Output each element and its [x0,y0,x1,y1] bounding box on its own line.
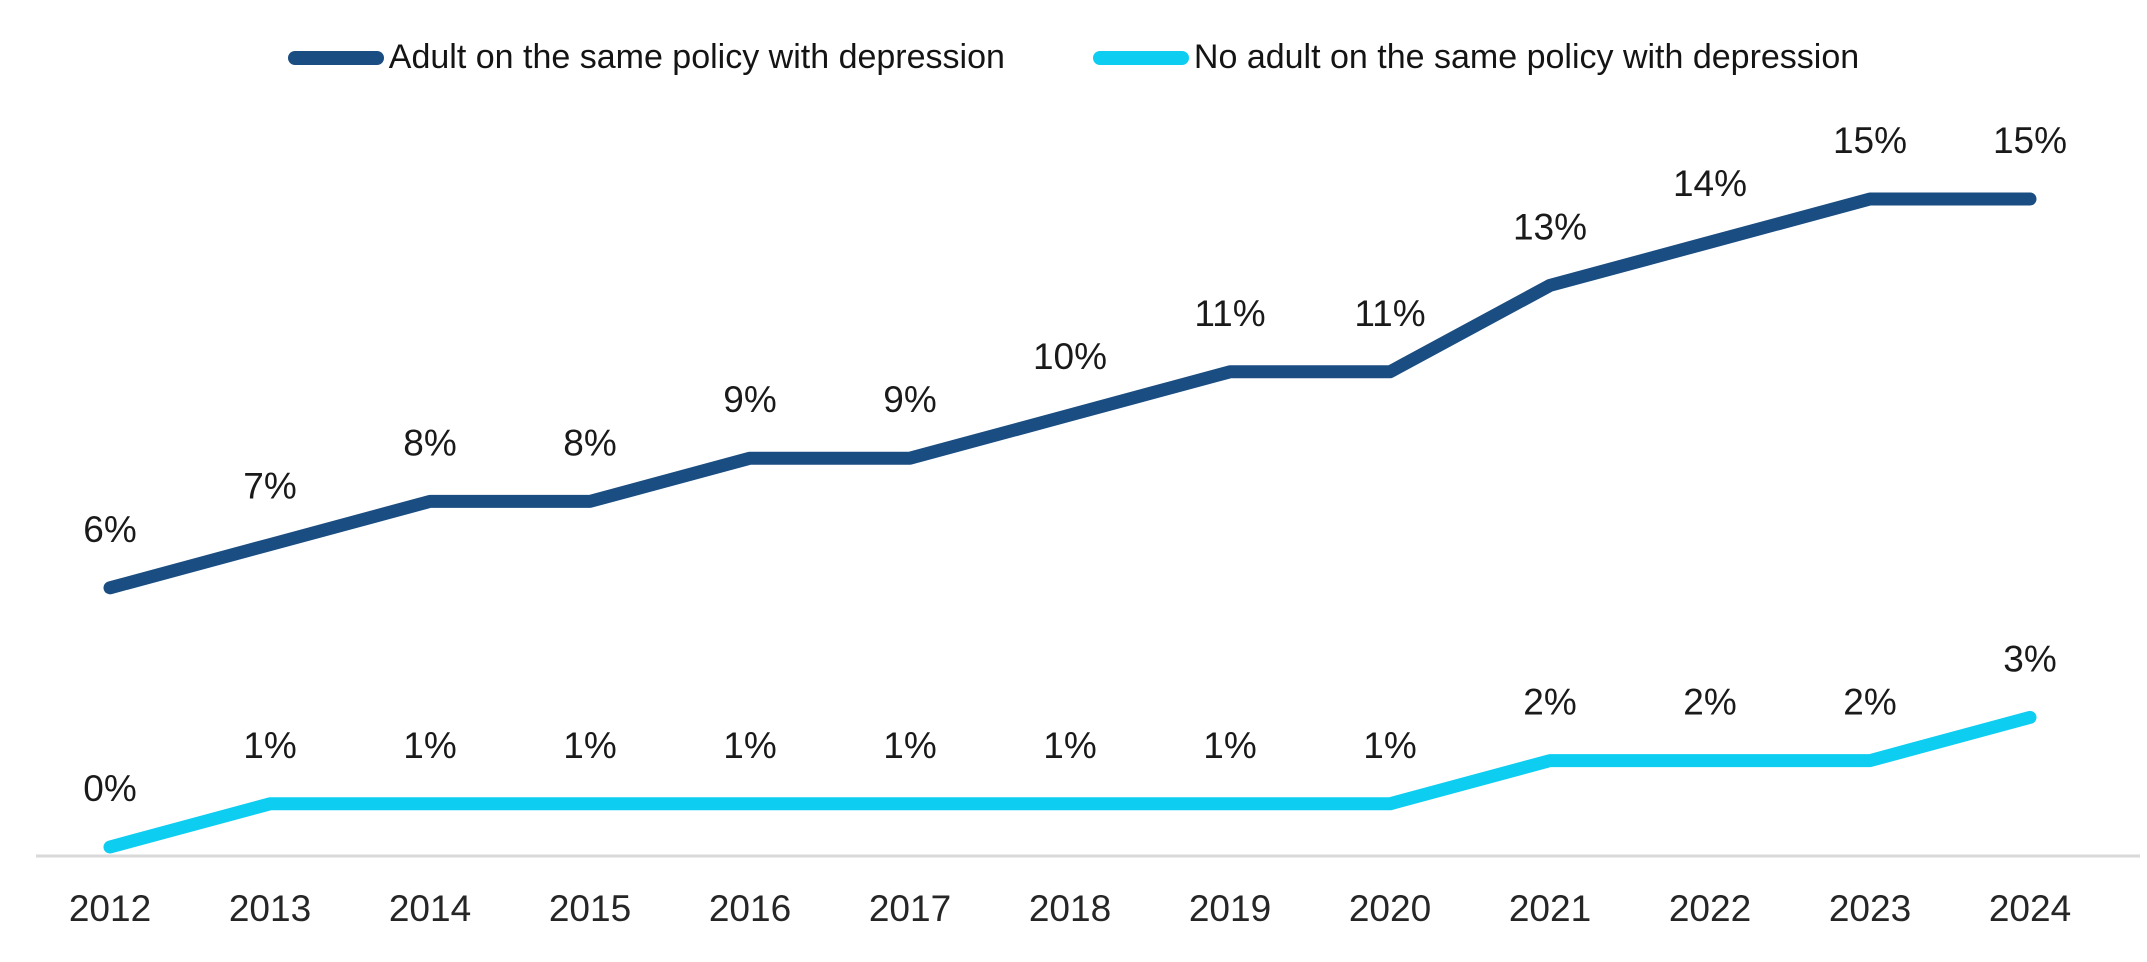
data-label: 10% [1033,336,1107,377]
data-label: 7% [243,466,296,507]
x-axis-label: 2017 [869,888,951,929]
data-label: 15% [1993,120,2067,161]
series-line-1 [103,710,2037,854]
x-axis-label: 2015 [549,888,631,929]
data-label: 11% [1194,293,1265,334]
data-label: 1% [243,725,296,766]
data-label: 3% [2003,638,2056,679]
data-label: 1% [403,725,456,766]
data-label: 13% [1513,206,1587,247]
data-label: 2% [1683,682,1736,723]
data-label: 8% [403,422,456,463]
data-label: 1% [563,725,616,766]
x-axis-label: 2016 [709,888,791,929]
x-axis-label: 2023 [1829,888,1911,929]
data-label: 8% [563,422,616,463]
x-axis-label: 2018 [1029,888,1111,929]
data-label: 9% [723,379,776,420]
x-axis-label: 2012 [69,888,151,929]
data-label: 2% [1523,682,1576,723]
data-label: 15% [1833,120,1907,161]
data-label: 2% [1843,682,1896,723]
data-label: 1% [1363,725,1416,766]
data-label: 11% [1354,293,1425,334]
x-axis-label: 2024 [1989,888,2071,929]
data-label: 14% [1673,163,1747,204]
series-line-0 [103,192,2037,595]
x-axis-label: 2022 [1669,888,1751,929]
x-axis-label: 2013 [229,888,311,929]
x-axis-label: 2021 [1509,888,1591,929]
data-label: 1% [723,725,776,766]
data-label: 0% [83,768,136,809]
data-label: 1% [883,725,936,766]
data-label: 6% [83,509,136,550]
x-axis-label: 2014 [389,888,471,929]
x-axis-label: 2020 [1349,888,1431,929]
data-label: 1% [1043,725,1096,766]
data-label: 9% [883,379,936,420]
data-label: 1% [1203,725,1256,766]
x-axis-label: 2019 [1189,888,1271,929]
